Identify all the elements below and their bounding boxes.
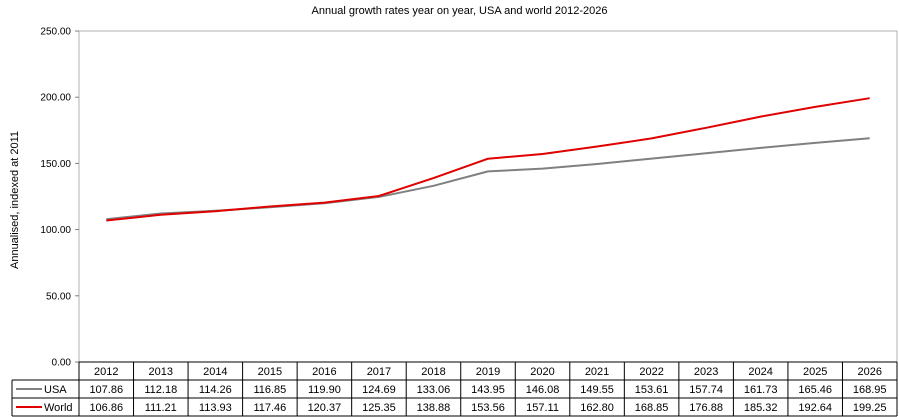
x-tick-label: 2016: [312, 366, 336, 378]
x-tick-label: 2023: [694, 366, 718, 378]
y-tick-label: 100.00: [40, 225, 71, 236]
data-label-usa: 161.73: [744, 384, 778, 396]
data-label-usa: 157.74: [689, 384, 723, 396]
x-tick-label: 2012: [94, 366, 118, 378]
data-label-usa: 119.90: [308, 384, 341, 396]
data-label-world: 138.88: [417, 402, 451, 414]
data-label-usa: 146.08: [526, 384, 560, 396]
x-tick-label: 2019: [476, 366, 500, 378]
y-tick-label: 150.00: [40, 159, 71, 170]
data-label-world: 120.37: [308, 402, 342, 414]
data-label-usa: 116.85: [253, 384, 286, 396]
data-label-usa: 153.61: [635, 384, 669, 396]
y-tick-label: 250.00: [40, 27, 71, 38]
x-tick-label: 2015: [258, 366, 282, 378]
x-tick-label: 2018: [421, 366, 445, 378]
x-tick-label: 2014: [203, 366, 227, 378]
data-label-world: 106.86: [89, 402, 123, 414]
x-tick-label: 2022: [639, 366, 663, 378]
data-label-usa: 124.69: [362, 384, 396, 396]
data-label-world: 185.32: [744, 402, 778, 414]
y-tick-label: 0.00: [52, 358, 72, 369]
x-tick-label: 2020: [530, 366, 554, 378]
data-label-usa: 114.26: [199, 384, 232, 396]
data-label-world: 113.93: [199, 402, 232, 414]
series-line-world: [106, 97, 870, 222]
data-label-world: 199.25: [853, 402, 887, 414]
x-tick-label: 2017: [367, 366, 391, 378]
data-label-world: 111.21: [145, 402, 177, 414]
data-label-usa: 149.55: [580, 384, 614, 396]
data-label-usa: 112.18: [144, 384, 177, 396]
data-label-world: 192.64: [798, 402, 832, 414]
data-label-usa: 107.86: [89, 384, 123, 396]
data-label-usa: 133.06: [417, 384, 451, 396]
data-label-world: 176.88: [689, 402, 723, 414]
data-label-usa: 143.95: [471, 384, 505, 396]
x-tick-label: 2024: [748, 366, 772, 378]
x-tick-label: 2021: [585, 366, 609, 378]
plot-area: [78, 30, 898, 363]
data-label-world: 168.85: [635, 402, 669, 414]
data-label-world: 157.11: [526, 402, 559, 414]
y-tick-label: 50.00: [46, 291, 71, 302]
y-tick-label: 200.00: [40, 93, 71, 104]
data-label-world: 125.35: [362, 402, 396, 414]
x-tick-label: 2025: [803, 366, 827, 378]
legend-label-world: World: [44, 402, 73, 414]
data-label-world: 117.46: [253, 402, 286, 414]
x-tick-label: 2026: [857, 366, 881, 378]
chart-title: Annual growth rates year on year, USA an…: [311, 5, 608, 17]
data-label-usa: 168.95: [853, 384, 887, 396]
data-label-usa: 165.46: [798, 384, 832, 396]
x-tick-label: 2013: [149, 366, 173, 378]
legend-label-usa: USA: [44, 384, 67, 396]
data-label-world: 153.56: [471, 402, 505, 414]
series-line-usa: [106, 137, 870, 221]
data-label-world: 162.80: [580, 402, 614, 414]
